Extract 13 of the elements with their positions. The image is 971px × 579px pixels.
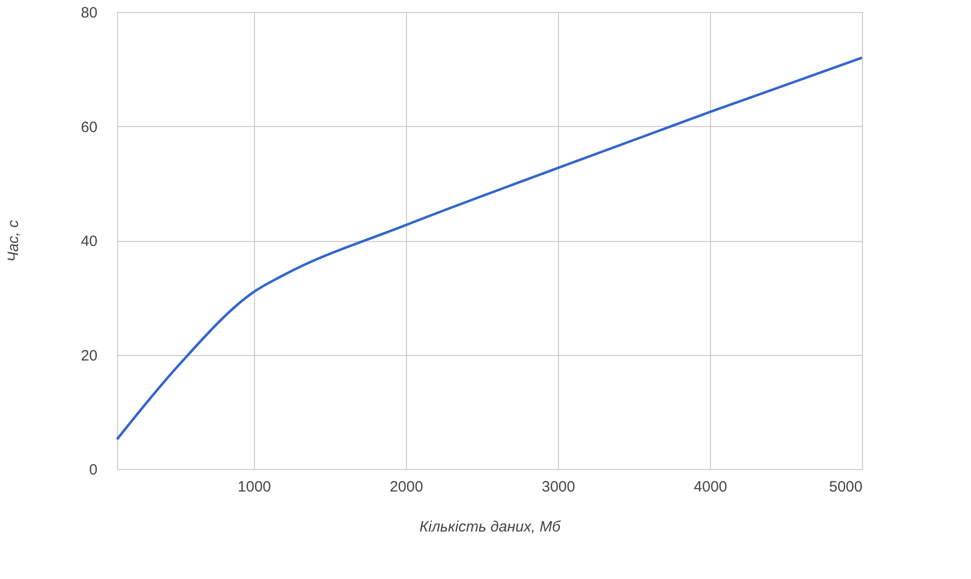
y-tick-label: 60 [80, 118, 98, 136]
x-tick-label: 2000 [390, 478, 424, 496]
x-tick-label: 3000 [542, 478, 576, 496]
y-tick-label: 20 [80, 347, 98, 364]
y-tick-label: 80 [80, 4, 98, 22]
line-series [116, 56, 864, 441]
x-tick-label: 4000 [694, 478, 728, 496]
y-tick-label: 0 [89, 462, 98, 478]
x-tick-label: 5000 [829, 478, 862, 496]
y-axis-title: Час, с [4, 220, 22, 262]
x-axis-title: Кількість даних, Мб [420, 518, 562, 536]
y-tick-label: 40 [80, 233, 98, 250]
x-tick-label: 1000 [238, 478, 272, 496]
